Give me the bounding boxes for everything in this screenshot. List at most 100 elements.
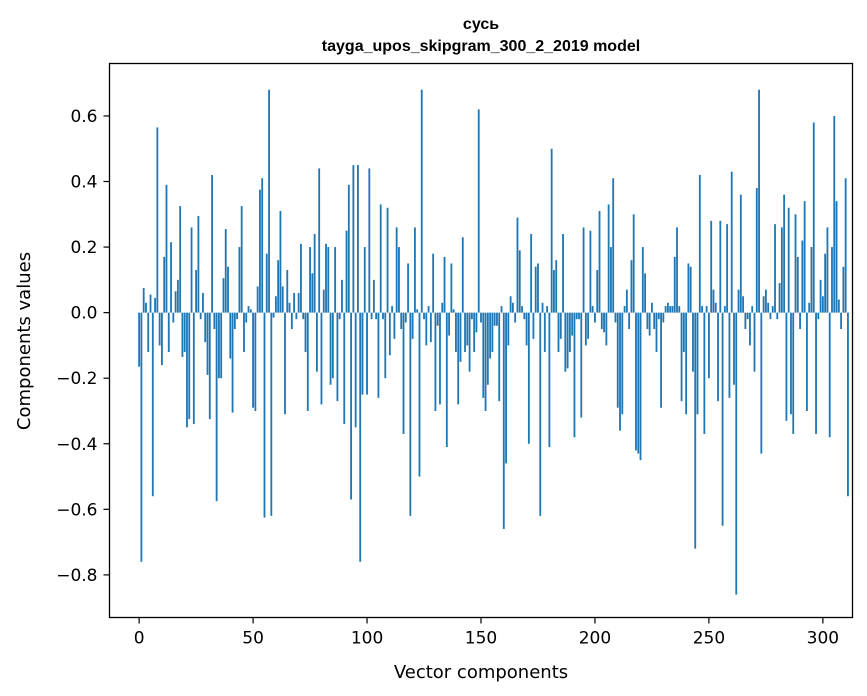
bar-60 xyxy=(274,296,277,313)
bar-124 xyxy=(420,89,423,313)
bar-155 xyxy=(491,312,494,352)
bar-103 xyxy=(372,279,375,313)
bar-277 xyxy=(769,312,772,320)
bar-35 xyxy=(217,312,220,379)
bar-97 xyxy=(359,312,362,562)
bar-22 xyxy=(188,312,191,420)
bar-24 xyxy=(192,312,195,425)
bar-49 xyxy=(249,309,252,313)
bar-102 xyxy=(370,312,373,320)
y-axis-ticks: −0.8 −0.6 −0.4 −0.2 0.0 0.2 0.4 0.6 xyxy=(56,107,110,586)
bar-235 xyxy=(673,256,676,313)
bar-194 xyxy=(580,312,583,418)
x-tick-label: 0 xyxy=(134,629,145,649)
bar-17 xyxy=(176,279,179,313)
bar-87 xyxy=(336,312,339,402)
bar-234 xyxy=(671,306,674,313)
bar-63 xyxy=(281,286,284,313)
bar-238 xyxy=(680,312,683,402)
bar-95 xyxy=(354,312,357,428)
bar-177 xyxy=(541,302,544,313)
bar-93 xyxy=(350,312,353,500)
bar-15 xyxy=(172,312,175,323)
bar-56 xyxy=(265,253,268,313)
x-axis-label: Vector components xyxy=(394,662,568,683)
bar-174 xyxy=(534,266,537,313)
bar-38 xyxy=(224,229,227,313)
bar-79 xyxy=(318,168,321,313)
bar-69 xyxy=(295,312,298,320)
bar-170 xyxy=(525,312,528,346)
bar-157 xyxy=(496,312,498,326)
bar-271 xyxy=(755,188,758,313)
bar-23 xyxy=(190,227,193,313)
y-tick-label: −0.6 xyxy=(56,500,97,520)
bar-185 xyxy=(559,312,562,339)
bar-29 xyxy=(204,312,207,343)
x-tick-label: 250 xyxy=(693,629,725,649)
bar-289 xyxy=(796,256,799,313)
bar-105 xyxy=(377,312,380,398)
bar-100 xyxy=(366,312,368,395)
bar-5 xyxy=(149,294,152,313)
bar-290 xyxy=(799,312,801,330)
bar-27 xyxy=(199,312,202,320)
bar-248 xyxy=(703,312,706,434)
bar-236 xyxy=(676,227,678,313)
bar-81 xyxy=(322,289,325,313)
bar-1 xyxy=(140,312,143,562)
bar-167 xyxy=(518,250,521,313)
bar-298 xyxy=(817,312,820,320)
bar-156 xyxy=(493,312,496,326)
bar-51 xyxy=(254,312,257,411)
y-tick-label: −0.2 xyxy=(56,369,97,389)
bar-254 xyxy=(717,312,719,402)
bar-21 xyxy=(186,312,188,428)
y-tick-label: 0.0 xyxy=(70,304,97,324)
bar-227 xyxy=(655,312,658,352)
bar-62 xyxy=(279,211,282,313)
bar-168 xyxy=(521,306,523,313)
bar-19 xyxy=(181,312,184,357)
bar-163 xyxy=(509,296,512,313)
bar-171 xyxy=(527,312,530,444)
bar-32 xyxy=(211,174,213,313)
bar-128 xyxy=(429,312,432,343)
bar-83 xyxy=(327,247,330,313)
bar-230 xyxy=(662,312,665,323)
bar-99 xyxy=(363,247,366,313)
bar-301 xyxy=(824,253,827,313)
bar-50 xyxy=(252,312,254,408)
y-tick-label: −0.8 xyxy=(56,566,97,586)
bar-135 xyxy=(445,312,448,448)
bar-0 xyxy=(138,312,141,367)
bar-247 xyxy=(701,306,703,313)
bar-28 xyxy=(202,292,204,313)
bar-48 xyxy=(247,306,250,313)
bar-9 xyxy=(158,312,161,346)
bar-266 xyxy=(744,312,747,330)
bar-261 xyxy=(733,312,735,385)
bar-303 xyxy=(828,312,831,438)
bar-141 xyxy=(459,312,462,362)
bar-275 xyxy=(764,289,767,313)
bar-149 xyxy=(477,109,480,313)
x-tick-label: 300 xyxy=(807,629,839,649)
bar-118 xyxy=(407,263,409,313)
bar-191 xyxy=(573,312,576,438)
bar-8 xyxy=(156,127,159,313)
bar-70 xyxy=(297,292,300,313)
bar-214 xyxy=(625,289,628,313)
bar-279 xyxy=(774,224,776,313)
bar-116 xyxy=(402,312,405,434)
bar-255 xyxy=(719,220,722,313)
bar-58 xyxy=(270,312,273,516)
bar-309 xyxy=(842,266,845,313)
bar-71 xyxy=(300,243,302,313)
bar-211 xyxy=(619,312,621,431)
bar-181 xyxy=(550,148,553,313)
bar-68 xyxy=(293,292,296,313)
bar-121 xyxy=(413,227,416,313)
bar-288 xyxy=(794,214,797,313)
